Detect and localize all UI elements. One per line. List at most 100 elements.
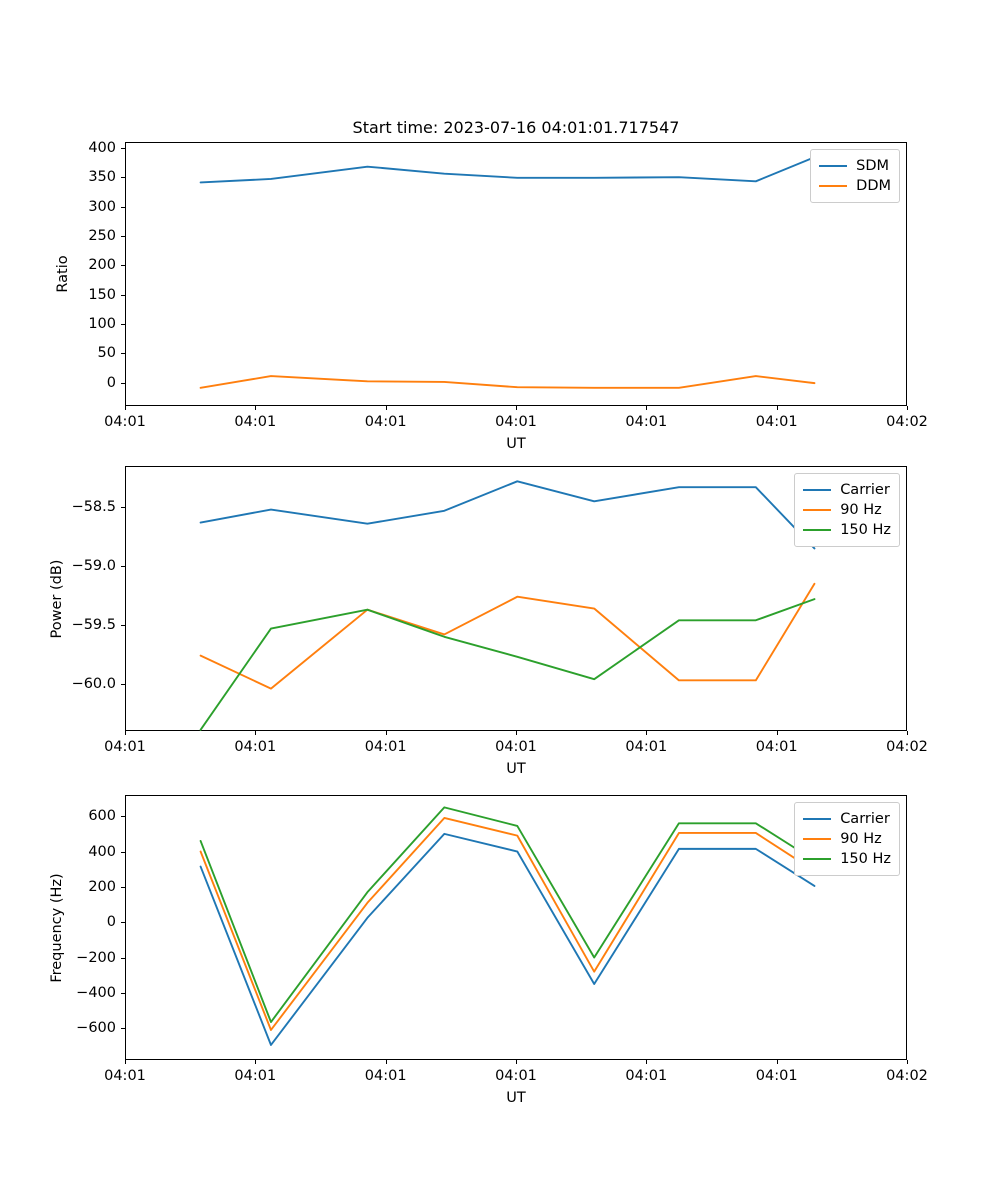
x-tick-label: 04:01 (755, 1068, 798, 1084)
y-tick-label: −59.5 (71, 617, 116, 633)
y-tick-label: 150 (88, 286, 116, 303)
legend-label: 90 Hz (840, 830, 882, 847)
y-tickmark (121, 382, 125, 384)
axes-frame-2 (125, 795, 907, 1060)
x-tick-label: 04:02 (886, 1068, 928, 1084)
y-tick-label: −200 (76, 949, 116, 966)
legend-swatch-icon (803, 489, 832, 491)
y-tick-label: 250 (88, 227, 116, 244)
x-tickmark (516, 731, 517, 735)
y-axis-label: Frequency (Hz) (49, 872, 65, 983)
legend-entry[interactable]: 90 Hz (803, 500, 891, 520)
y-axis-label: Ratio (55, 255, 71, 293)
y-tick-label: 200 (88, 878, 116, 895)
x-tickmark (516, 1060, 517, 1064)
series-line (199, 582, 816, 690)
legend-entry[interactable]: SDM (819, 156, 891, 176)
y-tickmark (121, 683, 125, 685)
legend-label: 150 Hz (840, 521, 891, 538)
y-tickmark (121, 235, 125, 237)
x-tickmark (385, 731, 387, 735)
series-line (199, 806, 816, 1023)
figure-title: Start time: 2023-07-16 04:01:01.717547 (352, 118, 680, 137)
y-tick-label: 300 (88, 198, 116, 215)
x-axis-label: UT (506, 1090, 526, 1106)
y-axis-label: Power (dB) (49, 559, 65, 638)
x-tickmark (385, 1060, 387, 1064)
y-tick-label: −400 (76, 984, 116, 1001)
y-tickmark (121, 886, 125, 888)
legend-entry[interactable]: Carrier (803, 809, 891, 829)
x-tickmark (255, 1060, 257, 1064)
y-tickmark (121, 992, 125, 994)
x-tickmark (646, 1060, 648, 1064)
legend-swatch-icon (819, 185, 848, 187)
series-line (199, 480, 816, 550)
y-tickmark (121, 353, 125, 355)
subplot-power: 04:01 04:01 04:01 04:01 04:01 04:01 04:02 −58.5… (49, 466, 928, 777)
y-tick-label: 350 (88, 169, 116, 186)
y-tickmark (121, 816, 125, 818)
x-tickmark (255, 406, 257, 410)
y-tickmark (121, 1028, 125, 1030)
x-tickmark (255, 731, 257, 735)
y-tickmark (121, 294, 125, 296)
y-tick-label: 50 (97, 345, 116, 362)
x-tick-label: 04:01 (364, 739, 407, 755)
legend-entry[interactable]: Carrier (803, 480, 891, 500)
legend-entry[interactable]: 150 Hz (803, 520, 891, 540)
x-tickmark (646, 406, 648, 410)
x-tickmark (385, 406, 387, 410)
y-tickmark (121, 922, 125, 924)
legend-entry[interactable]: 150 Hz (803, 849, 891, 869)
x-tick-label: 04:02 (886, 414, 928, 430)
x-tickmark (776, 731, 778, 735)
y-tickmark (121, 206, 125, 208)
x-tick-label: 04:01 (625, 1068, 668, 1084)
x-tick-label: 04:01 (495, 739, 537, 755)
x-tick-label: 04:01 (104, 1068, 146, 1084)
x-tick-label: 04:01 (234, 1068, 277, 1084)
x-axis-label: UT (506, 761, 526, 777)
legend-1[interactable]: Carrier 90 Hz 150 Hz (794, 473, 900, 547)
subplot-frequency: 04:01 04:01 04:01 04:01 04:01 04:01 04:02 −600 −… (49, 795, 928, 1106)
y-tick-label: 600 (88, 808, 116, 825)
x-tick-label: 04:01 (495, 414, 537, 430)
y-tickmark (121, 625, 125, 626)
x-tick-label: 04:01 (364, 414, 407, 430)
plot-lines-2 (199, 806, 816, 1046)
legend-label: Carrier (840, 481, 890, 498)
y-tick-label: −600 (76, 1020, 116, 1037)
plot-lines-1 (199, 480, 816, 731)
legend-2[interactable]: Carrier 90 Hz 150 Hz (794, 802, 900, 876)
axes-frame-0 (125, 142, 907, 406)
legend-entry[interactable]: 90 Hz (803, 829, 891, 849)
legend-entry[interactable]: DDM (819, 176, 891, 196)
legend-label: Carrier (840, 810, 890, 827)
x-tick-label: 04:01 (364, 1068, 407, 1084)
x-tick-label: 04:01 (104, 739, 146, 755)
axes-frame-1 (125, 466, 907, 731)
y-tickmark (121, 566, 125, 568)
x-tickmark (125, 731, 126, 735)
plot-lines-0 (199, 156, 816, 389)
series-line (199, 817, 816, 1031)
x-tick-label: 04:01 (625, 414, 668, 430)
x-tick-label: 04:01 (625, 739, 668, 755)
legend-label: DDM (856, 177, 891, 194)
x-tickmark (776, 1060, 778, 1064)
x-tick-label: 04:01 (234, 739, 277, 755)
series-line (199, 156, 816, 184)
y-tickmark (121, 957, 125, 959)
y-tickmark (121, 323, 125, 325)
legend-label: 150 Hz (840, 850, 891, 867)
y-tickmark (121, 265, 125, 267)
x-tickmark (125, 1060, 126, 1064)
legend-0[interactable]: SDM DDM (810, 149, 900, 203)
legend-swatch-icon (803, 509, 832, 511)
x-tick-label: 04:02 (886, 739, 928, 755)
y-tickmark (121, 851, 125, 853)
x-tick-label: 04:01 (755, 414, 798, 430)
x-tick-label: 04:01 (234, 414, 277, 430)
